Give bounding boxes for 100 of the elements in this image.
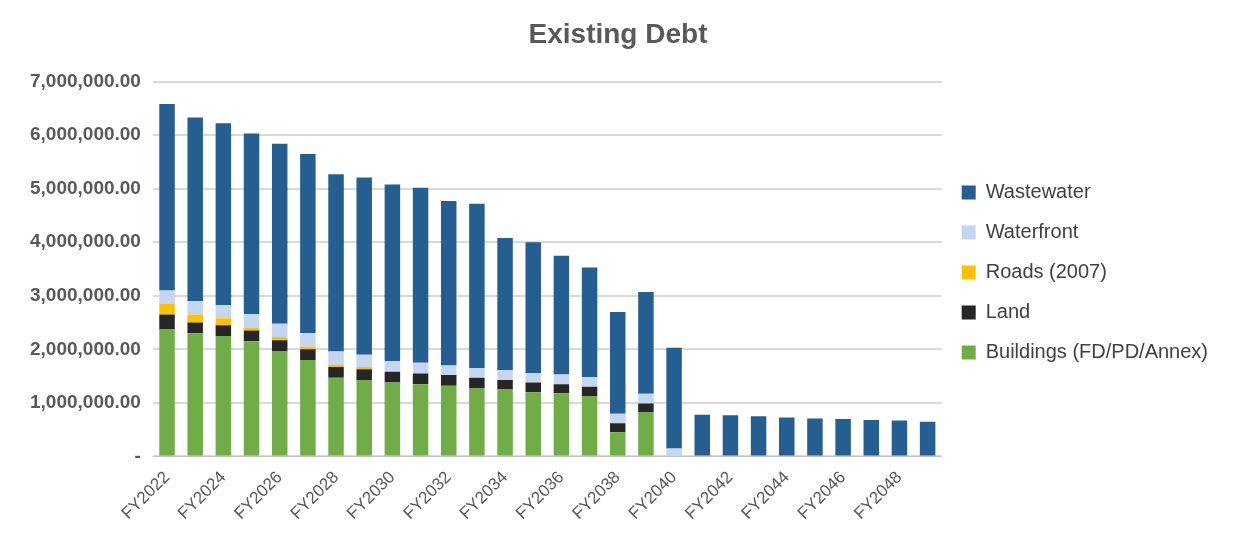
bar (356, 379, 372, 456)
bar (525, 382, 541, 393)
y-tick-label: 6,000,000.00 (29, 123, 141, 145)
bar (187, 333, 203, 456)
bar (384, 184, 401, 362)
bar (779, 417, 795, 456)
bar (215, 304, 232, 319)
bar (469, 203, 485, 369)
bar (243, 314, 260, 328)
y-tick-label: 7,000,000.00 (29, 69, 141, 91)
bar (610, 423, 626, 433)
bar (750, 416, 767, 456)
bar (271, 337, 288, 341)
bar (497, 370, 513, 380)
bar (159, 290, 175, 304)
bar (328, 364, 344, 368)
legend-label: Land (985, 300, 1031, 323)
bar (666, 347, 682, 449)
bar (610, 413, 626, 424)
bar (215, 318, 232, 326)
bar (300, 333, 316, 347)
bar (553, 374, 570, 385)
bar (159, 314, 175, 330)
bar (243, 133, 260, 315)
bar (525, 242, 541, 373)
bar (891, 420, 908, 456)
bar (722, 415, 739, 456)
bar (412, 187, 429, 363)
bar (638, 403, 654, 413)
y-tick-label: 1,000,000.00 (29, 391, 141, 413)
bar (525, 372, 541, 383)
bar (919, 421, 936, 456)
bar (469, 388, 485, 456)
bar (215, 325, 232, 336)
bar (581, 395, 598, 456)
bar (328, 367, 344, 378)
bar (300, 360, 316, 456)
bar (384, 382, 401, 456)
bar (835, 418, 851, 456)
bar (666, 448, 682, 456)
bar (187, 301, 203, 315)
y-tick-label: 4,000,000.00 (29, 230, 141, 252)
bar (469, 377, 485, 389)
bar (497, 237, 513, 371)
bar (469, 368, 485, 378)
bar (356, 177, 372, 355)
legend-label: Wastewater (985, 180, 1091, 203)
bar (638, 292, 654, 394)
bar (243, 341, 260, 456)
bar (581, 267, 598, 378)
y-tick-label: 2,000,000.00 (29, 337, 141, 359)
bar (638, 393, 654, 404)
bar (243, 327, 260, 331)
legend-label: Waterfront (985, 220, 1079, 243)
bar (525, 392, 541, 456)
bar (356, 367, 372, 370)
bar (328, 377, 344, 456)
bar (807, 418, 823, 456)
bar (581, 386, 598, 396)
bar (215, 123, 232, 305)
bar (271, 323, 288, 338)
bar (159, 104, 175, 291)
bar (271, 143, 288, 324)
bar (440, 201, 457, 366)
bar (384, 371, 401, 383)
bar (215, 335, 232, 456)
bar (610, 432, 626, 456)
bar (187, 117, 203, 302)
bar (300, 349, 316, 361)
bar (581, 377, 598, 387)
bar (159, 303, 175, 315)
bar (610, 311, 626, 414)
bar (356, 354, 372, 368)
bar (159, 329, 175, 456)
y-tick-label: 5,000,000.00 (29, 176, 141, 198)
y-tick-label: 3,000,000.00 (29, 284, 141, 306)
bar (412, 384, 429, 456)
bar (187, 314, 203, 323)
bar (384, 361, 401, 372)
legend-label: Buildings (FD/PD/Annex) (985, 340, 1209, 363)
bar (412, 373, 429, 385)
bar (412, 362, 429, 374)
bar (553, 393, 570, 456)
bar (440, 375, 457, 386)
chart-title: Existing Debt (528, 17, 708, 49)
bar (187, 322, 203, 334)
y-tick-label: - (134, 444, 141, 466)
bar (243, 330, 260, 342)
bar (271, 350, 288, 456)
bar (497, 379, 513, 390)
bar (300, 153, 316, 334)
bar (440, 365, 457, 376)
bar (271, 340, 288, 351)
bar (356, 369, 372, 380)
bar (440, 385, 457, 456)
bar (497, 389, 513, 456)
bar (553, 255, 570, 375)
bar (863, 420, 880, 456)
bar (694, 414, 710, 456)
legend-label: Roads (2007) (985, 260, 1107, 283)
